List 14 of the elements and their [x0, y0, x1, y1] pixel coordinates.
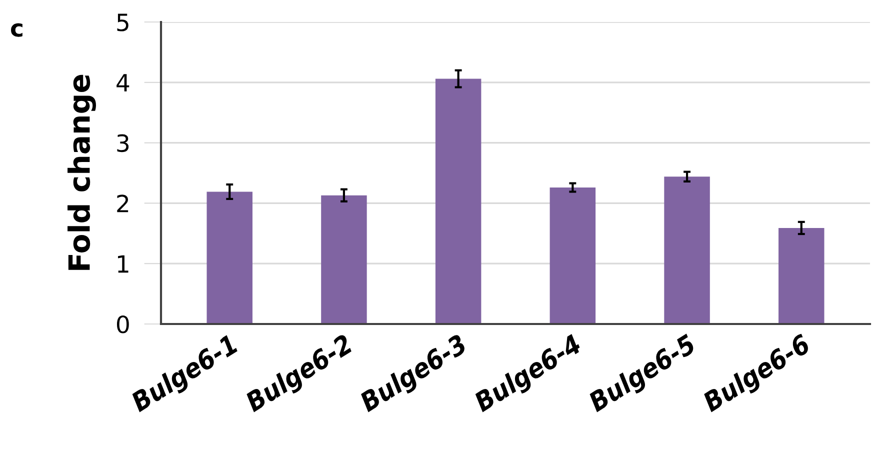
bar [321, 195, 367, 324]
y-tick-label: 5 [117, 14, 128, 32]
y-tick-label: 1 [118, 255, 128, 273]
bar [778, 228, 824, 324]
y-tick-label: 3 [117, 134, 129, 152]
y-axis-title: Fold change [68, 74, 96, 270]
text: c [11, 23, 22, 37]
y-tick-label: 4 [116, 74, 130, 92]
y-tick-label: 2 [117, 194, 128, 212]
bar [206, 192, 252, 324]
y-tick-label: 0 [116, 315, 129, 334]
bar [550, 187, 596, 324]
bar [664, 176, 710, 324]
bar [435, 78, 482, 324]
